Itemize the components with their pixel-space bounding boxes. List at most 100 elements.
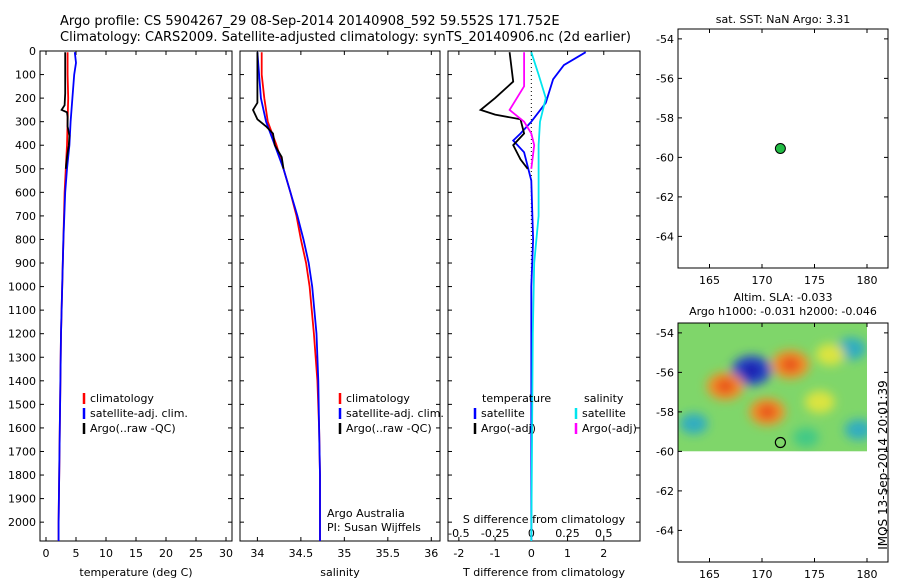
map-ytick-label: -62 — [656, 485, 674, 498]
sla-core-0 — [741, 362, 762, 379]
ytick-label: 800 — [15, 233, 36, 246]
temperature-axes — [39, 50, 233, 542]
sla-blob-5 — [679, 413, 708, 435]
s-difference-label: S difference from climatology — [463, 513, 626, 526]
ytick-label: 900 — [15, 257, 36, 270]
sla-core-1 — [716, 378, 735, 394]
xtick-label: 25 — [189, 547, 203, 560]
ytick-label: 600 — [15, 186, 36, 199]
series-satellite-adj-clim- — [57, 52, 77, 541]
ytick-label: 1300 — [8, 351, 36, 364]
ytick-label: 1400 — [8, 375, 36, 388]
s-tick-label: -0.5 — [448, 527, 469, 540]
sla-argo-marker — [774, 436, 786, 449]
annotation-argo-australia: Argo Australia — [327, 507, 405, 520]
series-climatology — [260, 52, 321, 541]
series-temperature-satellite — [511, 51, 587, 541]
xtick-label: 20 — [159, 547, 173, 560]
sal-legend-0-label: climatology — [346, 392, 410, 405]
sst-map-title: sat. SST: NaN Argo: 3.31 — [716, 13, 850, 26]
temp-legend-1-label: satellite-adj. clim. — [90, 407, 188, 420]
series-salinity-argo-adj- — [508, 52, 536, 169]
salinity-xlabel: salinity — [320, 566, 360, 579]
sla-blobs — [679, 337, 867, 448]
difference-xlabel: T difference from climatology — [462, 566, 625, 579]
climatology-title: Climatology: CARS2009. Satellite-adjuste… — [60, 30, 631, 45]
sla-blob-9 — [815, 343, 845, 366]
legend-temperature-header: temperature — [482, 392, 551, 405]
map-ytick-label: -56 — [656, 366, 674, 379]
ytick-label: 1900 — [8, 493, 36, 506]
map-xtick-label: 165 — [699, 568, 720, 580]
temperature-xlabel: temperature (deg C) — [79, 566, 192, 579]
ytick-label: 100 — [15, 69, 36, 82]
sla-core-2 — [780, 356, 800, 373]
xtick-label: 34.5 — [289, 547, 314, 560]
xtick-label: 36 — [424, 547, 438, 560]
ytick-label: 1700 — [8, 445, 36, 458]
legend-salinity-header: salinity — [584, 392, 624, 405]
sal-legend-2-label: Argo(..raw -QC) — [346, 422, 432, 435]
xtick-label: -2 — [453, 547, 464, 560]
ytick-label: 1800 — [8, 469, 36, 482]
map-ytick-label: -58 — [656, 406, 674, 419]
ytick-label: 1500 — [8, 398, 36, 411]
map-ytick-label: -58 — [656, 112, 674, 125]
temp-legend-0-label: climatology — [90, 392, 154, 405]
map-ytick-label: -62 — [656, 191, 674, 204]
s-tick-label: 0.25 — [555, 527, 580, 540]
xtick-label: 10 — [99, 547, 113, 560]
map-xtick-label: 180 — [857, 274, 878, 287]
ytick-label: 300 — [15, 116, 36, 129]
diff-legend-sargo-label: Argo(-adj) — [582, 422, 637, 435]
sla-blob-7 — [844, 419, 867, 441]
xtick-label: 34 — [250, 547, 264, 560]
vertical-stamp: IMOS 13-Sep-2014 20:01:39 — [876, 380, 890, 550]
map-ytick-label: -54 — [656, 327, 674, 340]
s-tick-label: -0.25 — [481, 527, 509, 540]
map-xtick-label: 170 — [752, 568, 773, 580]
series-argo-raw-qc- — [60, 52, 71, 169]
sla-map-axes — [677, 322, 889, 563]
series-satellite-adj-clim- — [256, 52, 321, 541]
ytick-label: 200 — [15, 92, 36, 105]
argo-position-marker — [774, 143, 786, 154]
map-xtick-label: 175 — [804, 568, 825, 580]
sst-map-axes — [677, 28, 889, 269]
sla-blob-8 — [793, 427, 820, 448]
ytick-label: 400 — [15, 139, 36, 152]
map-ytick-label: -64 — [656, 230, 674, 243]
ytick-label: 2000 — [8, 516, 36, 529]
map-ytick-label: -54 — [656, 33, 674, 46]
sla-background — [678, 323, 867, 452]
diff-legend-ssat-label: satellite — [582, 407, 626, 420]
xtick-label: 35 — [337, 547, 351, 560]
xtick-label: -1 — [490, 547, 501, 560]
xtick-label: 0 — [43, 547, 50, 560]
sla-title-line1: Altim. SLA: -0.033 — [733, 291, 832, 304]
map-ytick-label: -64 — [656, 524, 674, 537]
xtick-label: 30 — [219, 547, 233, 560]
sla-heatmap — [678, 323, 867, 452]
annotation-pi: PI: Susan Wijffels — [327, 521, 421, 534]
series-salinity-satellite — [530, 51, 547, 542]
map-ytick-label: -56 — [656, 72, 674, 85]
xtick-label: 15 — [129, 547, 143, 560]
map-ytick-label: -60 — [656, 151, 674, 164]
s-tick-label: 0.5 — [595, 527, 613, 540]
salinity-axes — [239, 50, 441, 542]
sla-core-3 — [758, 404, 777, 420]
sal-legend-1-label: satellite-adj. clim. — [346, 407, 444, 420]
ytick-label: 500 — [15, 163, 36, 176]
xtick-label: 2 — [600, 547, 607, 560]
series-temperature-argo-adj- — [478, 52, 529, 170]
sla-title-line2: Argo h1000: -0.031 h2000: -0.046 — [689, 305, 877, 318]
ytick-label: 0 — [29, 45, 36, 58]
ytick-label: 700 — [15, 210, 36, 223]
xtick-label: 35.5 — [376, 547, 401, 560]
map-ytick-label: -60 — [656, 445, 674, 458]
ytick-label: 1100 — [8, 304, 36, 317]
ytick-label: 1200 — [8, 328, 36, 341]
series-argo-raw-qc- — [251, 52, 285, 169]
temp-legend-2-label: Argo(..raw -QC) — [90, 422, 176, 435]
